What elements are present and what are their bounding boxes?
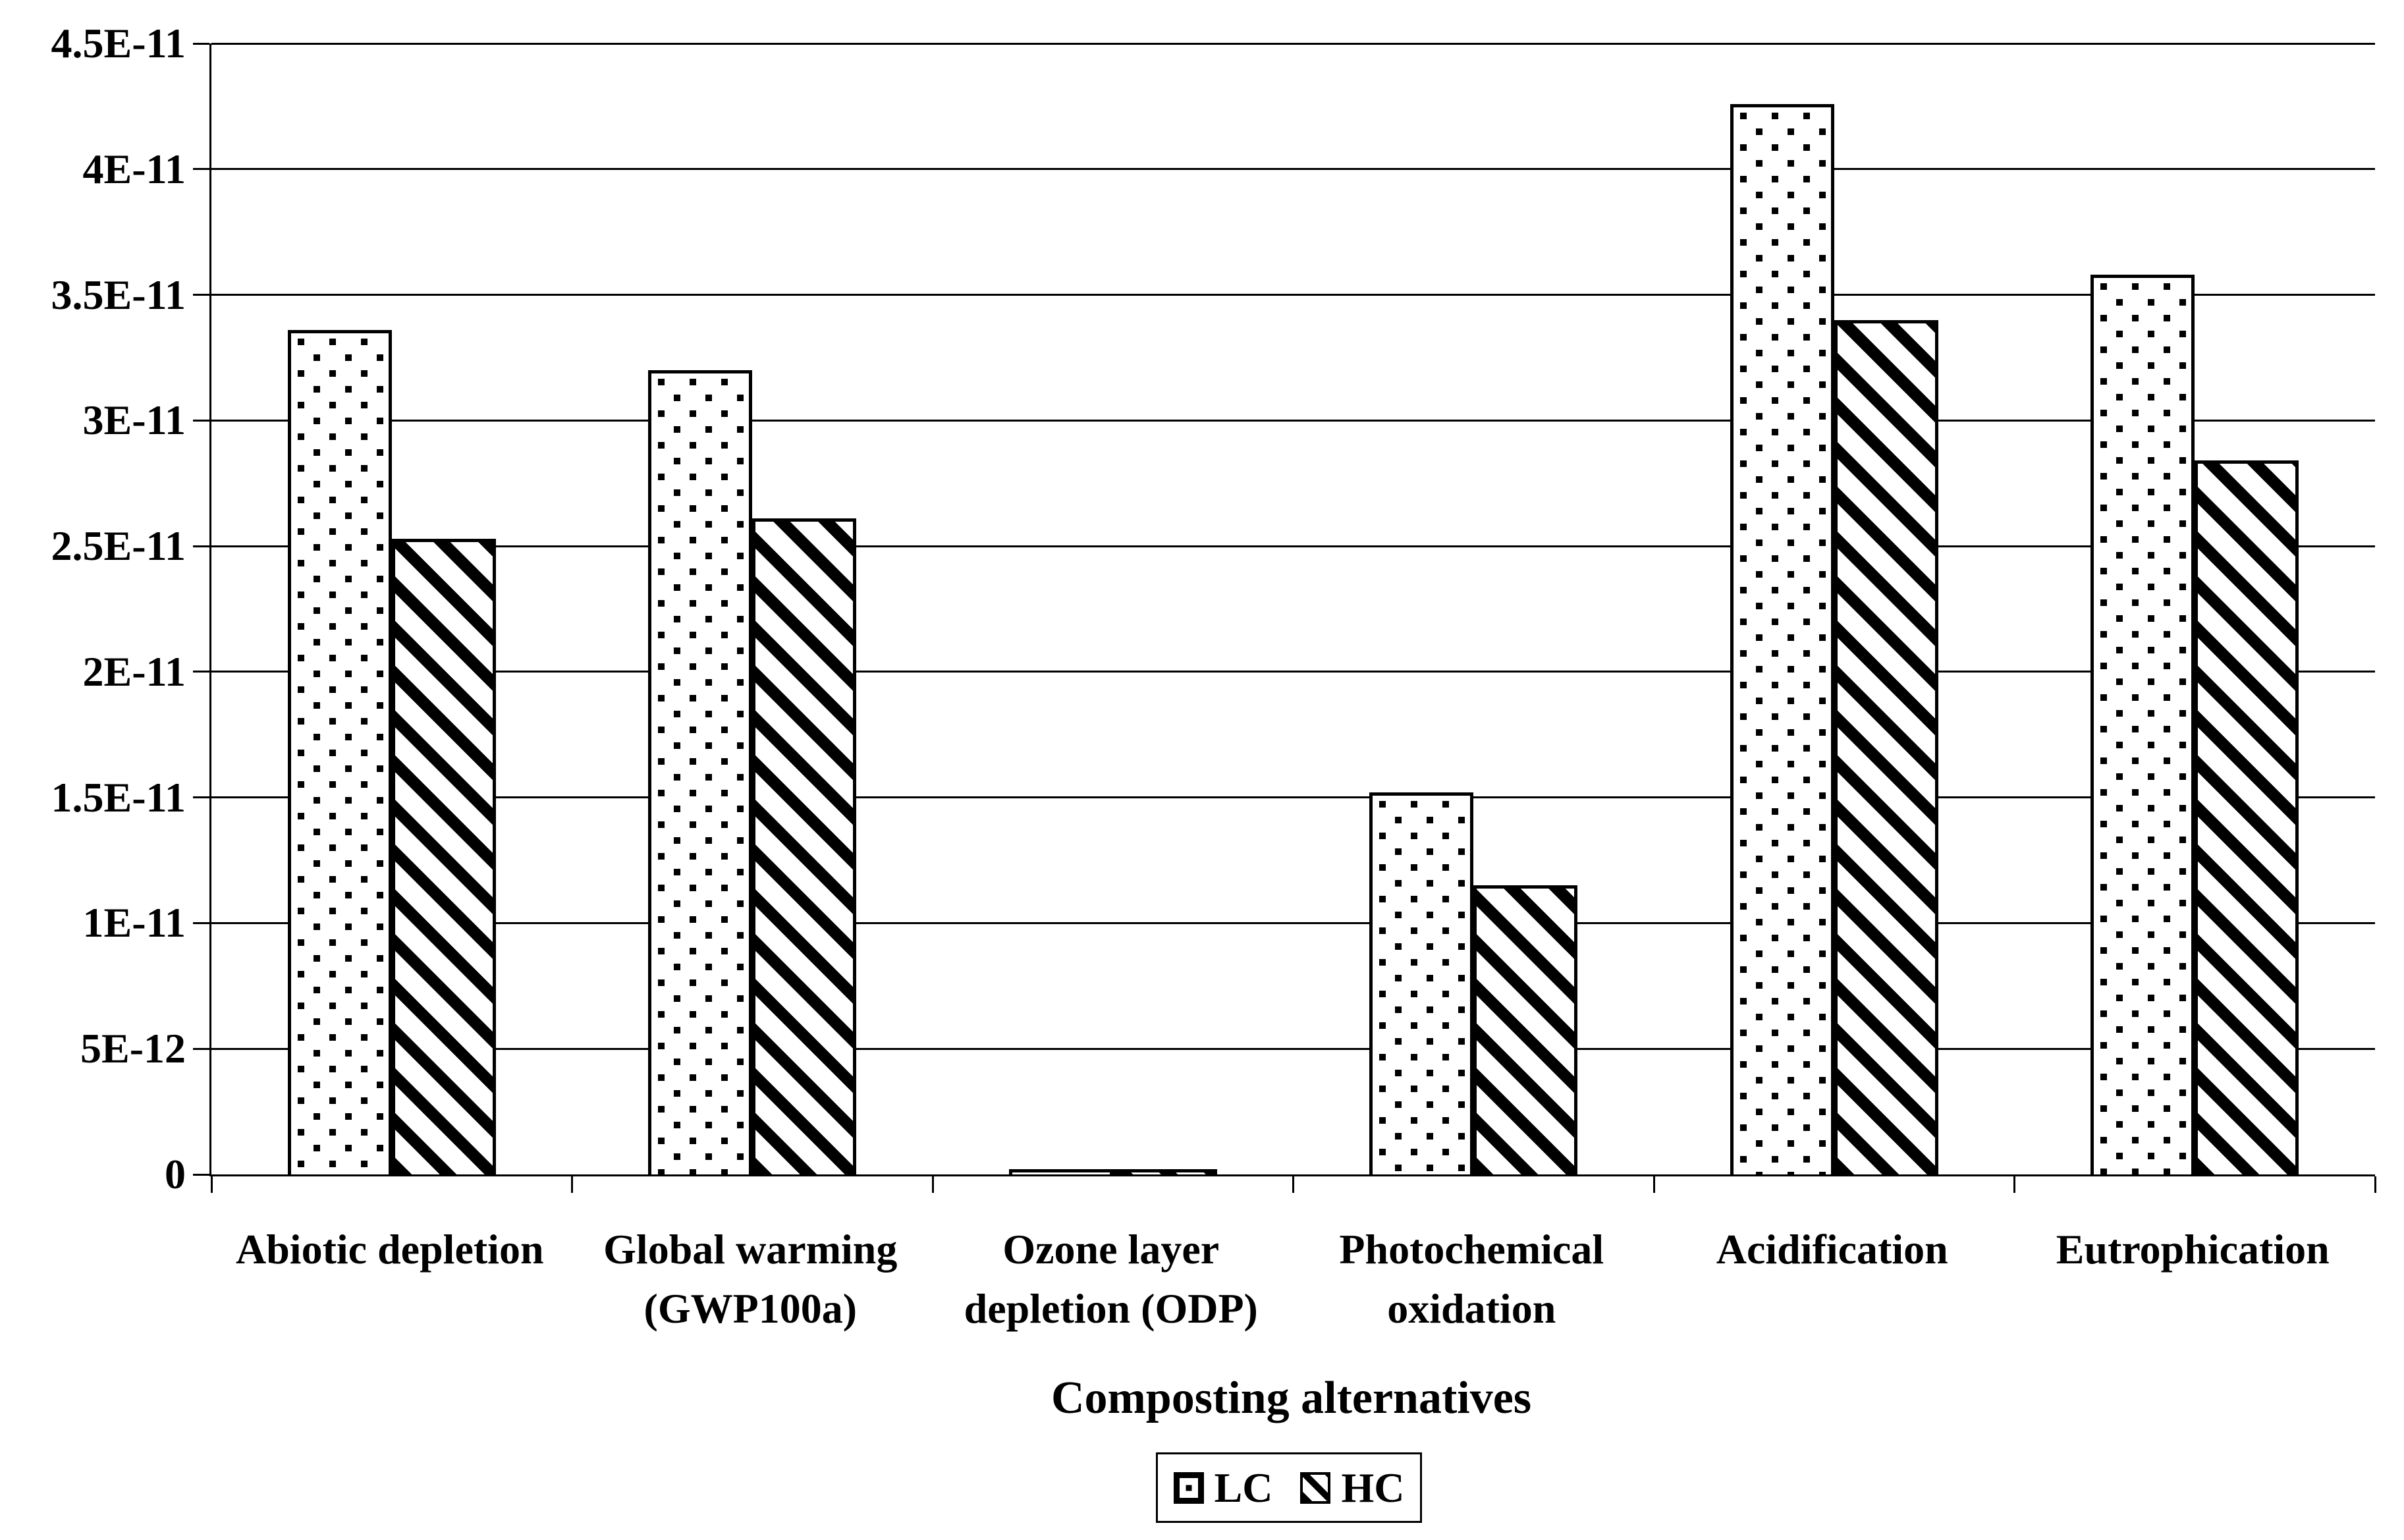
gridline-2E-11	[211, 671, 2375, 673]
y-tick-mark-0	[193, 1173, 209, 1176]
legend-label-lc: LC	[1214, 1464, 1273, 1511]
gridline-1E-11	[211, 921, 2375, 924]
bar-hc-0	[391, 539, 496, 1174]
y-tick-mark-1.5E-11	[193, 796, 209, 799]
bar-hc-3	[1473, 885, 1578, 1174]
x-tick-mark-3	[1292, 1176, 1294, 1193]
legend-swatch-stripes-icon	[1300, 1471, 1331, 1504]
x-category-label-line: Ozone layer	[1002, 1226, 1220, 1273]
gridline-2.5E-11	[211, 545, 2375, 547]
x-axis-title: Composting alternatives	[1051, 1373, 1532, 1423]
x-tick-mark-0	[210, 1176, 213, 1193]
x-category-label-line: Global warming	[603, 1226, 898, 1273]
x-tick-mark-5	[2013, 1176, 2015, 1193]
bar-lc-5	[2090, 275, 2195, 1174]
gridline-3E-11	[211, 419, 2375, 422]
legend-item-hc: HC	[1300, 1464, 1404, 1512]
bar-lc-2	[1008, 1169, 1113, 1174]
bar-hc-5	[2195, 460, 2299, 1174]
y-tick-label-3.5E-11: 3.5E-11	[51, 271, 186, 318]
y-tick-mark-1E-11	[193, 921, 209, 924]
gridline-4E-11	[211, 168, 2375, 171]
x-category-label-line: depletion (ODP)	[964, 1285, 1258, 1332]
y-tick-label-2.5E-11: 2.5E-11	[51, 522, 186, 570]
y-tick-mark-2E-11	[193, 671, 209, 673]
x-tick-mark-2	[931, 1176, 934, 1193]
x-category-label-line: (GWP100a)	[643, 1285, 858, 1332]
x-category-label-0: Abiotic depletion	[209, 1220, 570, 1279]
bar-hc-1	[752, 518, 857, 1174]
y-tick-mark-4.5E-11	[193, 42, 209, 45]
bar-hc-4	[1834, 320, 1938, 1174]
bar-lc-3	[1369, 792, 1474, 1174]
x-category-label-3: Photochemical oxidation	[1291, 1220, 1652, 1338]
y-tick-label-1E-11: 1E-11	[82, 899, 186, 947]
x-tick-mark-6	[2374, 1176, 2376, 1193]
bar-hc-2	[1112, 1169, 1217, 1174]
bar-lc-0	[287, 330, 392, 1174]
legend-label-hc: HC	[1341, 1464, 1405, 1511]
gridline-4.5E-11	[211, 42, 2375, 45]
x-category-label-4: Acidification	[1652, 1220, 2013, 1279]
x-category-label-line: Acidification	[1716, 1226, 1948, 1273]
y-tick-label-4.5E-11: 4.5E-11	[51, 20, 186, 67]
x-category-label-line: Eutrophication	[2056, 1226, 2330, 1273]
y-tick-label-2E-11: 2E-11	[82, 647, 186, 695]
y-tick-label-3E-11: 3E-11	[82, 397, 186, 444]
y-tick-mark-4E-11	[193, 168, 209, 171]
y-tick-label-1.5E-11: 1.5E-11	[51, 773, 186, 821]
y-tick-mark-2.5E-11	[193, 545, 209, 547]
y-tick-mark-5E-12	[193, 1047, 209, 1050]
legend-swatch-dots-icon	[1173, 1471, 1204, 1504]
legend: LC HC	[1156, 1452, 1422, 1523]
bar-lc-1	[648, 370, 753, 1174]
x-category-label-line: Photochemical	[1339, 1226, 1604, 1273]
y-tick-label-4E-11: 4E-11	[82, 145, 186, 192]
y-tick-mark-3E-11	[193, 419, 209, 422]
y-tick-label-5E-12: 5E-12	[80, 1025, 186, 1072]
y-tick-label-0: 0	[165, 1151, 186, 1197]
x-category-label-line: Abiotic depletion	[235, 1226, 544, 1273]
gridline-3.5E-11	[211, 294, 2375, 296]
x-category-label-1: Global warming (GWP100a)	[570, 1220, 931, 1338]
x-category-label-5: Eutrophication	[2012, 1220, 2373, 1279]
gridline-5E-12	[211, 1047, 2375, 1050]
x-category-label-line: oxidation	[1387, 1285, 1556, 1332]
plot-area	[193, 42, 2376, 1193]
x-tick-mark-4	[1653, 1176, 1655, 1193]
gridline-1.5E-11	[211, 796, 2375, 799]
bar-lc-4	[1730, 104, 1834, 1174]
legend-item-lc: LC	[1173, 1464, 1273, 1512]
y-tick-mark-3.5E-11	[193, 294, 209, 296]
x-tick-mark-1	[571, 1176, 573, 1193]
x-category-label-2: Ozone layer depletion (ODP)	[931, 1220, 1292, 1338]
